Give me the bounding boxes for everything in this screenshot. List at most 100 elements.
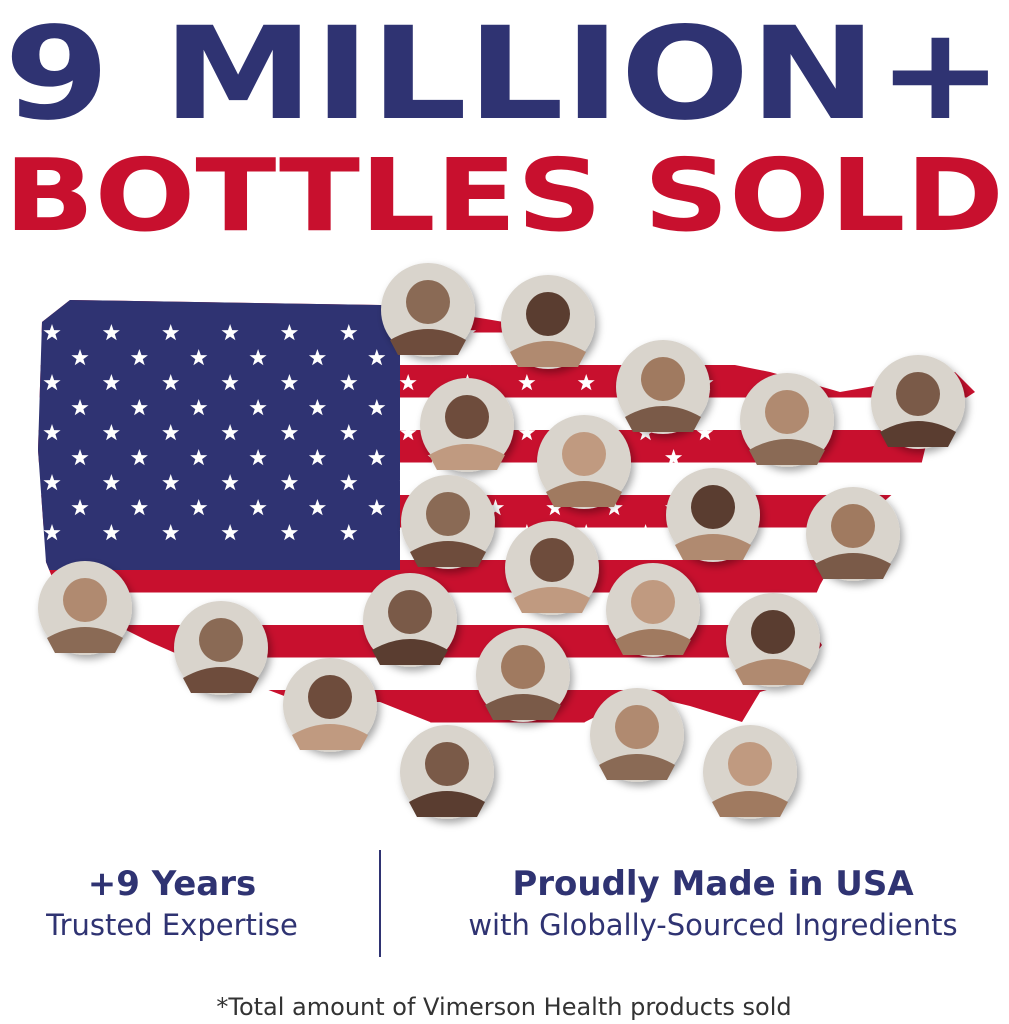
star <box>280 424 298 441</box>
star <box>577 374 595 391</box>
star <box>249 499 267 516</box>
face <box>530 538 574 582</box>
stripe <box>38 722 975 755</box>
body <box>514 587 590 613</box>
star <box>546 499 564 516</box>
star <box>162 474 180 491</box>
body <box>749 439 825 465</box>
star <box>190 499 208 516</box>
star <box>43 524 61 541</box>
body <box>390 329 466 355</box>
star <box>162 374 180 391</box>
star <box>340 424 358 441</box>
face <box>308 675 352 719</box>
star <box>308 399 326 416</box>
star <box>637 474 655 491</box>
feature-subtitle: Trusted Expertise <box>45 908 298 942</box>
face <box>751 610 795 654</box>
face <box>631 580 675 624</box>
face <box>615 705 659 749</box>
feature-title: Proudly Made in USA <box>512 864 914 904</box>
star <box>190 449 208 466</box>
face <box>199 618 243 662</box>
face <box>728 742 772 786</box>
body <box>47 627 123 653</box>
star <box>368 399 386 416</box>
body <box>675 534 751 560</box>
star <box>399 374 417 391</box>
face <box>406 280 450 324</box>
body <box>292 724 368 750</box>
body <box>625 406 701 432</box>
star <box>190 399 208 416</box>
face <box>501 645 545 689</box>
star <box>221 424 239 441</box>
face <box>831 504 875 548</box>
face <box>445 395 489 439</box>
star <box>280 374 298 391</box>
star <box>102 424 120 441</box>
face <box>765 390 809 434</box>
body <box>712 791 788 817</box>
star <box>130 499 148 516</box>
headline-line2: BOTTLES SOLD <box>4 137 1004 254</box>
star <box>43 424 61 441</box>
customer-photos <box>38 263 965 819</box>
face <box>691 485 735 529</box>
face <box>63 578 107 622</box>
star <box>221 474 239 491</box>
star <box>221 524 239 541</box>
star <box>249 349 267 366</box>
face <box>425 742 469 786</box>
face <box>896 372 940 416</box>
star <box>71 449 89 466</box>
body <box>429 444 505 470</box>
star <box>221 324 239 341</box>
star <box>130 399 148 416</box>
star <box>605 399 623 416</box>
star <box>696 424 714 441</box>
body <box>510 341 586 367</box>
headline-line1: 9 MILLION+ <box>4 0 1004 149</box>
feature-subtitle: with Globally-Sourced Ingredients <box>468 908 957 942</box>
body <box>409 791 485 817</box>
feature-title: +9 Years <box>88 864 257 904</box>
star <box>487 499 505 516</box>
body <box>615 629 691 655</box>
star <box>280 524 298 541</box>
body <box>372 639 448 665</box>
face <box>526 292 570 336</box>
face <box>641 357 685 401</box>
face <box>388 590 432 634</box>
canton <box>38 300 400 570</box>
star <box>637 424 655 441</box>
star <box>162 324 180 341</box>
body <box>546 481 622 507</box>
stripe <box>38 592 975 625</box>
star <box>340 374 358 391</box>
face <box>562 432 606 476</box>
star <box>518 424 536 441</box>
star <box>280 474 298 491</box>
star <box>308 449 326 466</box>
star <box>71 349 89 366</box>
footnote: *Total amount of Vimerson Health product… <box>216 993 791 1021</box>
star <box>637 324 655 341</box>
star <box>249 449 267 466</box>
star <box>340 324 358 341</box>
star <box>280 324 298 341</box>
star <box>518 374 536 391</box>
body <box>485 694 561 720</box>
body <box>183 667 259 693</box>
star <box>518 474 536 491</box>
star <box>221 374 239 391</box>
star <box>368 449 386 466</box>
star <box>487 349 505 366</box>
star <box>696 324 714 341</box>
star <box>43 474 61 491</box>
star <box>637 524 655 541</box>
star <box>308 349 326 366</box>
star <box>399 474 417 491</box>
star <box>308 499 326 516</box>
body <box>815 553 891 579</box>
